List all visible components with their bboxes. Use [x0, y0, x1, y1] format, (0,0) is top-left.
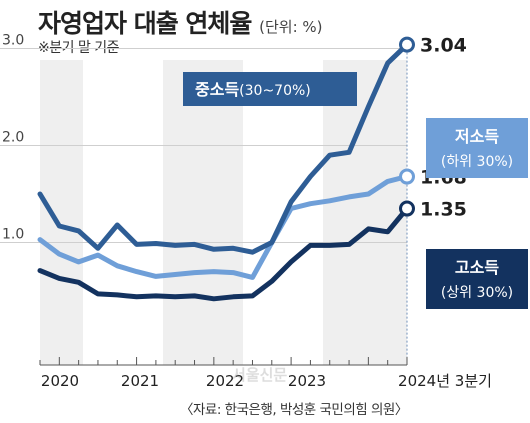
end-value-label: 3.04	[420, 35, 467, 57]
x-tick-label: 2023	[288, 372, 326, 390]
series-line-2	[37, 206, 410, 302]
series-end-marker	[399, 200, 415, 217]
series-label: 저소득	[455, 127, 499, 146]
year-band	[163, 60, 243, 365]
series-label: 중소득(30~70%)	[195, 80, 311, 99]
series-end-marker	[399, 36, 415, 53]
chart-title-text: 자영업자 대출 연체율	[38, 9, 252, 38]
series-label-sub: (하위 30%)	[441, 154, 513, 170]
x-axis: 2020 2021 2022 2023 2024년 3분기	[39, 357, 492, 390]
series-lines	[37, 36, 415, 302]
y-axis: 1.0 2.0 3.0	[2, 33, 24, 243]
x-tick-label: 2021	[121, 372, 159, 390]
y-tick-label: 1.0	[2, 227, 24, 243]
x-tick-label: 2020	[41, 372, 79, 390]
series-label-box	[183, 72, 357, 106]
series-label-sub: (상위 30%)	[441, 285, 513, 301]
series-label-box	[426, 249, 528, 309]
watermark: 서울신문	[232, 366, 288, 384]
end-value-label: 1.35	[420, 199, 467, 221]
series-label: 고소득	[455, 258, 499, 277]
chart-title: 자영업자 대출 연체율 (단위: %)	[38, 4, 323, 40]
y-tick-label: 2.0	[2, 130, 24, 146]
y-tick-label: 3.0	[2, 33, 24, 49]
series-label-box	[426, 118, 528, 178]
series-line-1	[37, 174, 410, 280]
x-tick-label: 2024년 3분기	[398, 372, 492, 390]
series-line-0	[37, 42, 410, 255]
unit-label: (단위: %)	[259, 18, 323, 36]
series-end-marker	[399, 168, 415, 185]
source-note: 〈자료: 한국은행, 박성훈 국민의힘 의원〉	[180, 402, 408, 418]
x-tick-label: 2022	[206, 372, 244, 390]
year-band	[40, 60, 83, 365]
